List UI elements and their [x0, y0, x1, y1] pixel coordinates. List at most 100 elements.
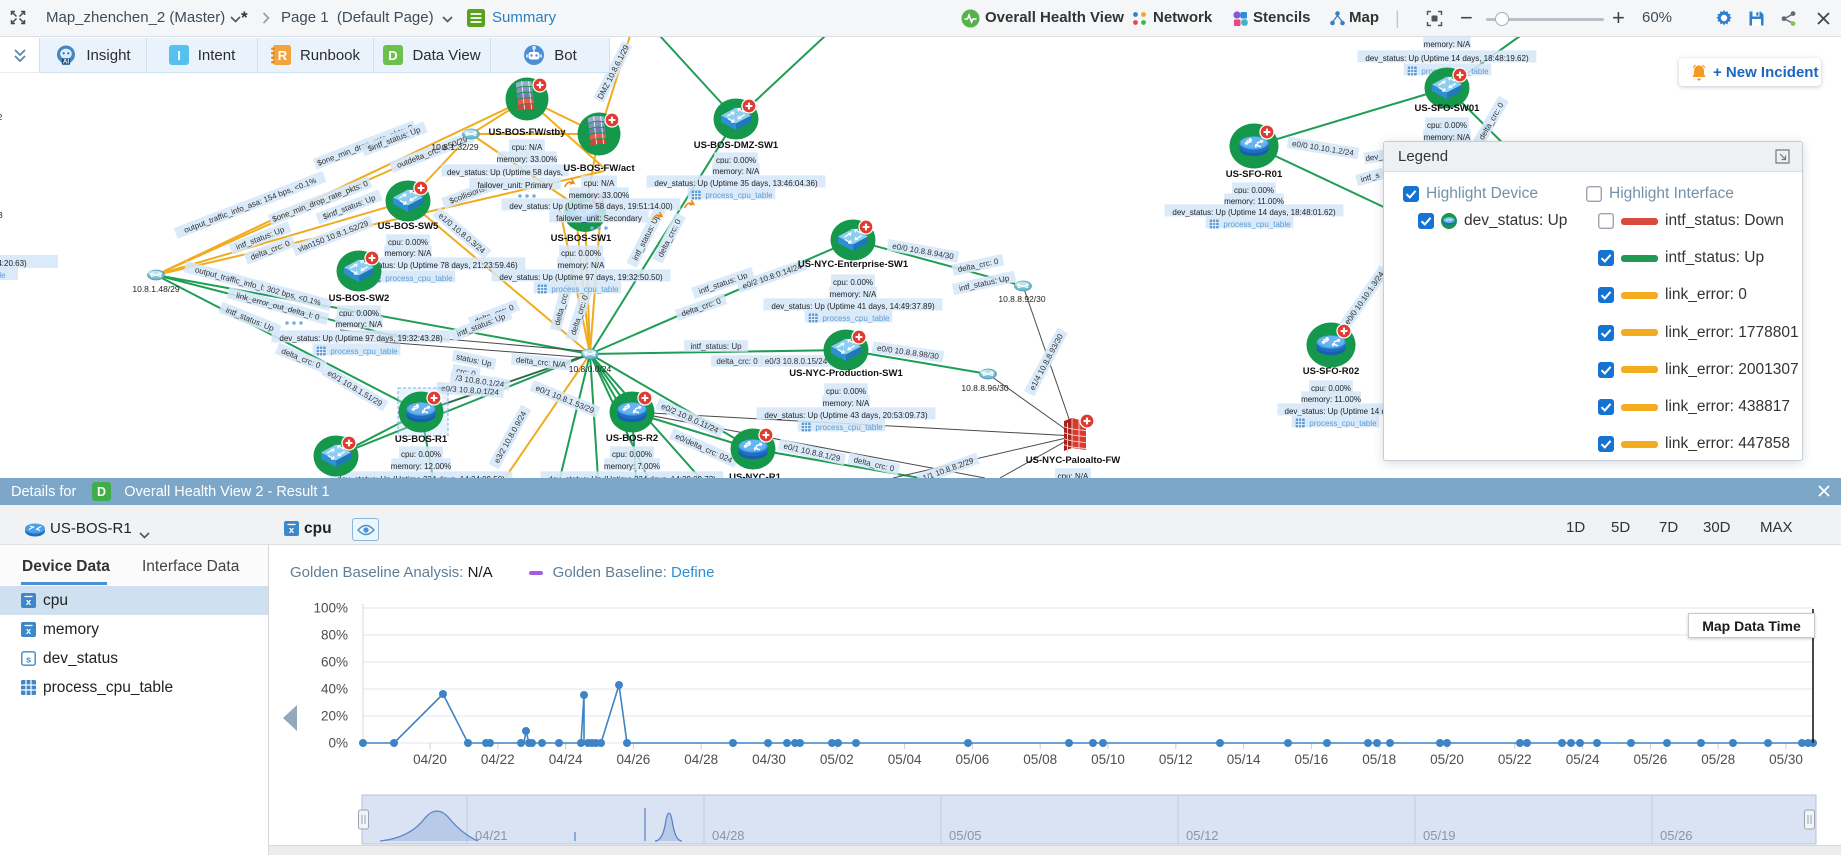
svg-text:cpu: 0.00%: cpu: 0.00% [388, 238, 428, 247]
svg-text:memory: N/A: memory: N/A [830, 290, 877, 299]
svg-text:05/06: 05/06 [956, 752, 990, 767]
svg-text:dev_status: Up (Uptime 35 days: dev_status: Up (Uptime 35 days, 13:46:04… [654, 179, 818, 188]
svg-text:100%: 100% [313, 601, 348, 616]
svg-text:US-NYC-R1: US-NYC-R1 [729, 472, 781, 478]
svg-text:B: B [0, 211, 3, 220]
svg-text:cpu: N/A: cpu: N/A [512, 143, 543, 152]
svg-text:memory: N/A: memory: N/A [1424, 133, 1471, 142]
svg-text:05/14: 05/14 [1227, 752, 1261, 767]
svg-text:cpu: 0.00%: cpu: 0.00% [1311, 384, 1351, 393]
svg-text:e3/2 10.8.0.9/24: e3/2 10.8.0.9/24 [492, 409, 528, 464]
svg-text:80%: 80% [321, 628, 348, 643]
svg-text:04/24: 04/24 [549, 752, 583, 767]
svg-text:US-SFO-R01: US-SFO-R01 [1226, 169, 1283, 180]
svg-text:memory: N/A: memory: N/A [558, 261, 605, 270]
svg-text:memory: 11.00%: memory: 11.00% [1301, 395, 1361, 404]
svg-text:cpu: 0.00%: cpu: 0.00% [716, 156, 756, 165]
svg-text:05/24: 05/24 [1566, 752, 1600, 767]
svg-text:process_cpu_table: process_cpu_table [705, 191, 773, 200]
svg-text:05/12: 05/12 [1159, 752, 1193, 767]
svg-text:cpu: N/A: cpu: N/A [1058, 472, 1089, 478]
svg-text:e1/4 10.8.8.93/30: e1/4 10.8.8.93/30 [1028, 332, 1065, 392]
svg-text:05/10: 05/10 [1091, 752, 1125, 767]
svg-text:05/02: 05/02 [820, 752, 854, 767]
svg-text:04/21: 04/21 [475, 828, 508, 843]
svg-text:10.8.0.0/24: 10.8.0.0/24 [569, 364, 612, 374]
svg-text:05/04: 05/04 [888, 752, 922, 767]
svg-text:AI: AI [63, 59, 69, 66]
svg-text:dev_status: Up (Uptime 58 days: dev_status: Up (Uptime 58 days, [447, 168, 563, 177]
svg-text:05/22: 05/22 [1498, 752, 1532, 767]
svg-text:e0/3 10.8.0.1/24: e0/3 10.8.0.1/24 [441, 384, 500, 397]
svg-text:process_cpu_table: process_cpu_table [551, 285, 619, 294]
svg-text:failover_unit: Secondary: failover_unit: Secondary [556, 214, 642, 223]
svg-text:memory: N/A: memory: N/A [823, 399, 870, 408]
svg-text:s: s [26, 655, 31, 666]
svg-text:cpu: 0.00%: cpu: 0.00% [826, 387, 866, 396]
svg-text:05/20: 05/20 [1430, 752, 1464, 767]
svg-text:US-NYC-Production-SW1: US-NYC-Production-SW1 [789, 368, 903, 379]
svg-text:05/16: 05/16 [1295, 752, 1329, 767]
svg-text:cpu: 0.00%: cpu: 0.00% [561, 249, 601, 258]
svg-text:cpu: 0.00%: cpu: 0.00% [1427, 121, 1467, 130]
svg-text:10.8.8.92/30: 10.8.8.92/30 [998, 294, 1046, 304]
svg-text:dev_status: Up (Uptime 14 days: dev_status: Up (Uptime 14 days, 18:48:01… [1172, 208, 1336, 217]
svg-text:US-BOS-R2: US-BOS-R2 [606, 433, 658, 444]
svg-text:failover_unit: Primary: failover_unit: Primary [477, 181, 552, 190]
svg-text:dev_status: Up (Uptime 14 days: dev_status: Up (Uptime 14 days, 18:48:0 [1285, 407, 1431, 416]
svg-text:cpu: N/A: cpu: N/A [584, 179, 615, 188]
svg-text:US-NYC-Enterprise-SW1: US-NYC-Enterprise-SW1 [798, 259, 909, 270]
svg-text:memory: N/A: memory: N/A [713, 167, 760, 176]
svg-text:R: R [278, 48, 288, 63]
svg-text:memory: 12.00%: memory: 12.00% [391, 462, 451, 471]
svg-text:intf_status: Up: intf_status: Up [224, 306, 275, 334]
svg-text:cpu: 0.00%: cpu: 0.00% [401, 450, 441, 459]
svg-text:05/26: 05/26 [1660, 828, 1693, 843]
svg-text:dev_status: Up (Uptime 97 days: dev_status: Up (Uptime 97 days, 19:32:50… [499, 273, 663, 282]
svg-text:20%: 20% [321, 709, 348, 724]
svg-text:05/30: 05/30 [1769, 752, 1803, 767]
svg-text:04/22: 04/22 [481, 752, 515, 767]
svg-text:dev_status: Up (Uptime 14 days: dev_status: Up (Uptime 14 days, 18:48:19… [1365, 54, 1529, 63]
svg-text:05/19: 05/19 [1423, 828, 1456, 843]
svg-text:05/28: 05/28 [1701, 752, 1735, 767]
svg-text:US-NYC-Paloalto-FW: US-NYC-Paloalto-FW [1026, 455, 1121, 466]
svg-text:cpu: 0.00%: cpu: 0.00% [1234, 186, 1274, 195]
svg-text:US-BOS-R1: US-BOS-R1 [395, 434, 448, 445]
svg-text:delta_crc: 0: delta_crc: 0 [716, 357, 758, 366]
svg-text:x: x [289, 525, 295, 536]
svg-text:dev_: dev_ [1365, 152, 1384, 163]
svg-text:memory: 33.00%: memory: 33.00% [569, 191, 629, 200]
svg-text:cpu: 0.00%: cpu: 0.00% [612, 450, 652, 459]
svg-text:process_cpu_table: process_cpu_table [330, 347, 398, 356]
svg-text:05/08: 05/08 [1023, 752, 1057, 767]
svg-text:I: I [177, 48, 181, 63]
svg-text:2: 2 [0, 113, 3, 122]
svg-text:10.8.1.48/29: 10.8.1.48/29 [132, 284, 180, 294]
svg-text:cpu: 0.00%: cpu: 0.00% [339, 309, 379, 318]
svg-text:US-BOS-DMZ-SW1: US-BOS-DMZ-SW1 [694, 140, 779, 151]
svg-text:05/05: 05/05 [949, 828, 982, 843]
svg-text:process_cpu_table: process_cpu_table [1223, 220, 1291, 229]
svg-text:e1/0 10.8.0.3/24: e1/0 10.8.0.3/24 [437, 211, 488, 255]
svg-text:US-BOS-FW/act: US-BOS-FW/act [563, 163, 635, 174]
svg-text:04/20: 04/20 [413, 752, 447, 767]
svg-text:x: x [26, 626, 32, 637]
svg-text:e0/0 10.10.1.3/24: e0/0 10.10.1.3/24 [1343, 270, 1386, 327]
svg-text:delta_crc: 0: delta_crc: 0 [656, 217, 683, 258]
svg-text:US-SFO-SW01: US-SFO-SW01 [1415, 103, 1481, 114]
svg-text:ys, 18:44:20.63): ys, 18:44:20.63) [0, 259, 27, 268]
svg-text:04/30: 04/30 [752, 752, 786, 767]
svg-text:US-BOS-SW1: US-BOS-SW1 [551, 233, 612, 244]
svg-text:US-BOS-FW/stby: US-BOS-FW/stby [488, 127, 566, 138]
svg-text:e0/0 10.10.1.2/24: e0/0 10.10.1.2/24 [1291, 139, 1354, 158]
svg-text:able: able [0, 271, 6, 280]
svg-text:memory: 33.00%: memory: 33.00% [497, 155, 557, 164]
svg-text:intf_status: Up: intf_status: Up [690, 342, 742, 351]
svg-text:10.8.1.32/29: 10.8.1.32/29 [431, 142, 479, 152]
svg-text:memory: 11.00%: memory: 11.00% [1224, 197, 1284, 206]
svg-text:memory: N/A: memory: N/A [336, 320, 383, 329]
svg-text:US-BOS-SW2: US-BOS-SW2 [329, 293, 390, 304]
svg-text:10.8.8.96/30: 10.8.8.96/30 [961, 383, 1009, 393]
svg-text:40%: 40% [321, 682, 348, 697]
